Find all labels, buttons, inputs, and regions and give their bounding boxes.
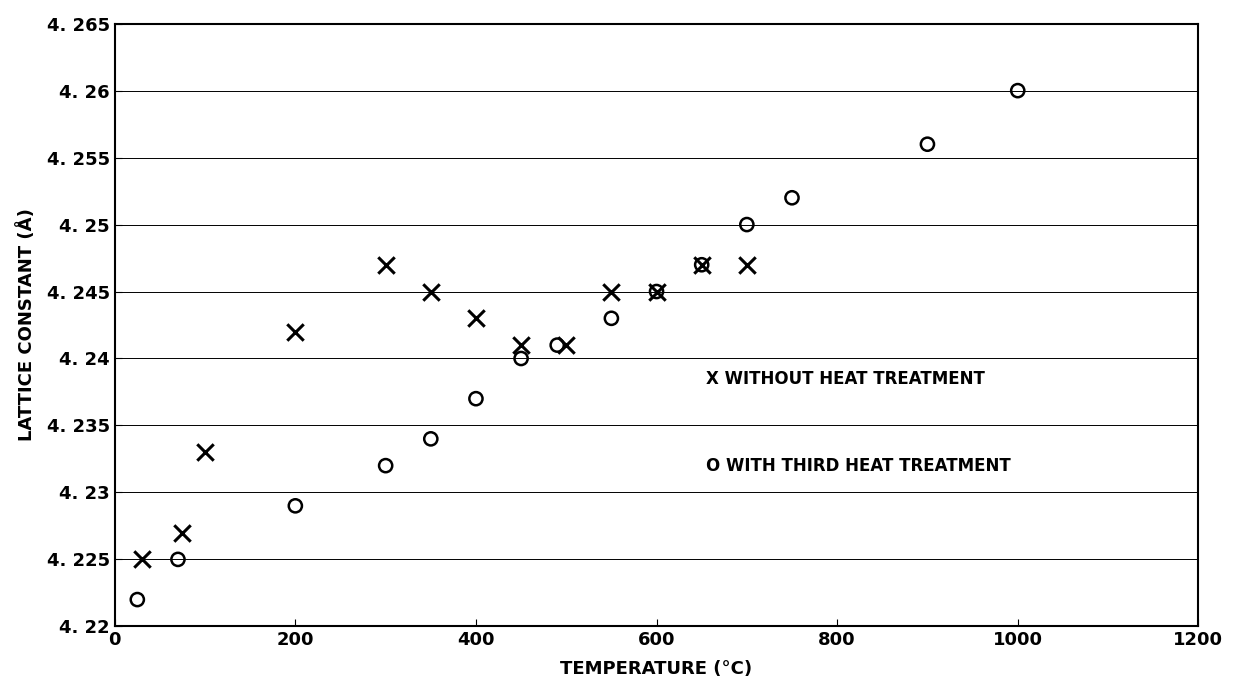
Point <box>285 326 305 337</box>
Point <box>547 340 567 351</box>
Point <box>1008 85 1028 96</box>
Point <box>692 259 712 270</box>
Point <box>172 527 192 538</box>
Text: O WITH THIRD HEAT TREATMENT: O WITH THIRD HEAT TREATMENT <box>707 457 1011 475</box>
Point <box>557 340 577 351</box>
Point <box>782 193 802 204</box>
Y-axis label: LATTICE CONSTANT (Å): LATTICE CONSTANT (Å) <box>16 208 36 441</box>
Point <box>420 433 440 444</box>
Point <box>285 500 305 512</box>
Point <box>131 554 151 565</box>
Point <box>511 340 531 351</box>
Point <box>646 286 666 297</box>
X-axis label: TEMPERATURE (°C): TEMPERATURE (°C) <box>560 660 753 678</box>
Point <box>737 219 756 230</box>
Point <box>466 393 486 404</box>
Point <box>128 594 148 605</box>
Point <box>918 138 937 149</box>
Point <box>195 447 215 458</box>
Point <box>511 353 531 364</box>
Point <box>420 286 440 297</box>
Point <box>737 259 756 270</box>
Text: X WITHOUT HEAT TREATMENT: X WITHOUT HEAT TREATMENT <box>707 370 985 388</box>
Point <box>169 554 188 565</box>
Point <box>466 313 486 324</box>
Point <box>376 460 396 471</box>
Point <box>692 259 712 270</box>
Point <box>601 313 621 324</box>
Point <box>376 259 396 270</box>
Point <box>646 286 666 297</box>
Point <box>601 286 621 297</box>
